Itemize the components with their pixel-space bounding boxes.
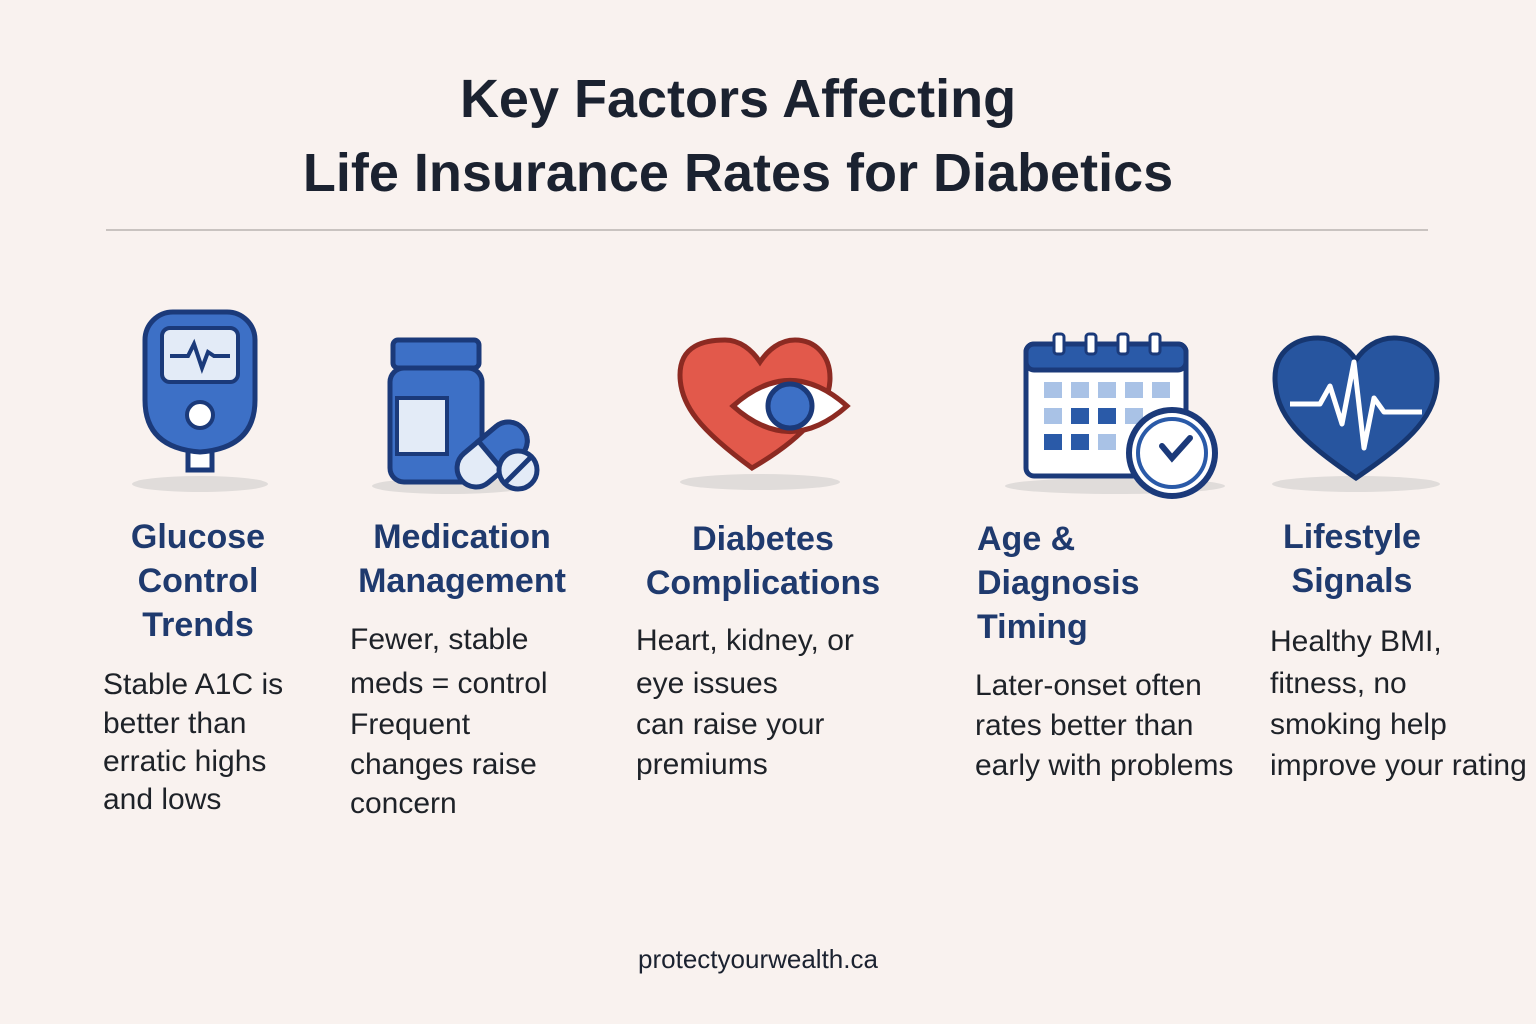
factor-title-line: Complications <box>645 564 881 602</box>
factor-description-line: Fewer, stable <box>350 623 529 656</box>
factor-description-line: eye issues <box>636 667 778 700</box>
factor-description-line: can raise your <box>636 708 825 741</box>
factor-title-line: Control <box>137 562 259 600</box>
factor-title-line: Age & <box>977 520 1076 558</box>
factor-description-line: improve your rating <box>1270 749 1527 782</box>
factor-description-line: better than <box>103 707 247 740</box>
title-line: Key Factors Affecting <box>459 69 1017 129</box>
factor-description-line: Stable A1C is <box>103 668 284 701</box>
title-line: Life Insurance Rates for Diabetics <box>302 143 1174 203</box>
factor-description-line: rates better than <box>975 709 1194 742</box>
factor-description-line: erratic highs <box>103 745 267 778</box>
medication-icon <box>372 337 540 494</box>
factor-description-line: early with problems <box>975 749 1234 782</box>
factor-title-line: Signals <box>1291 562 1413 600</box>
factor-description-line: concern <box>350 787 457 820</box>
factor-title-line: Lifestyle <box>1283 518 1421 556</box>
factor-description-line: meds = control <box>350 667 548 700</box>
factor-description-line: Frequent <box>350 708 471 741</box>
factor-title-line: Diagnosis <box>977 564 1140 602</box>
factor-description-line: changes raise <box>350 748 537 781</box>
factor-title-line: Glucose <box>130 518 266 556</box>
factor-title-line: Diabetes <box>692 520 834 558</box>
factor-title-line: Trends <box>142 606 254 644</box>
calendar-clock-icon <box>1005 332 1225 499</box>
factor-title-line: Management <box>358 562 566 600</box>
factor-description-line: Heart, kidney, or <box>636 624 854 657</box>
heart-pulse-icon <box>1272 335 1440 492</box>
factor-title-line: Timing <box>977 608 1088 646</box>
glucose-meter-icon <box>132 309 268 492</box>
factor-description-line: Healthy BMI, <box>1270 625 1442 658</box>
footer-url: protectyourwealth.ca <box>638 944 878 974</box>
factor-description-line: fitness, no <box>1270 667 1407 700</box>
factor-description-line: and lows <box>103 783 222 816</box>
complications-icon <box>677 337 851 490</box>
factor-title-line: Medication <box>373 518 551 556</box>
factor-description-line: Later-onset often <box>975 669 1202 702</box>
factor-description-line: smoking help <box>1270 708 1447 741</box>
factor-description-line: premiums <box>636 748 768 781</box>
